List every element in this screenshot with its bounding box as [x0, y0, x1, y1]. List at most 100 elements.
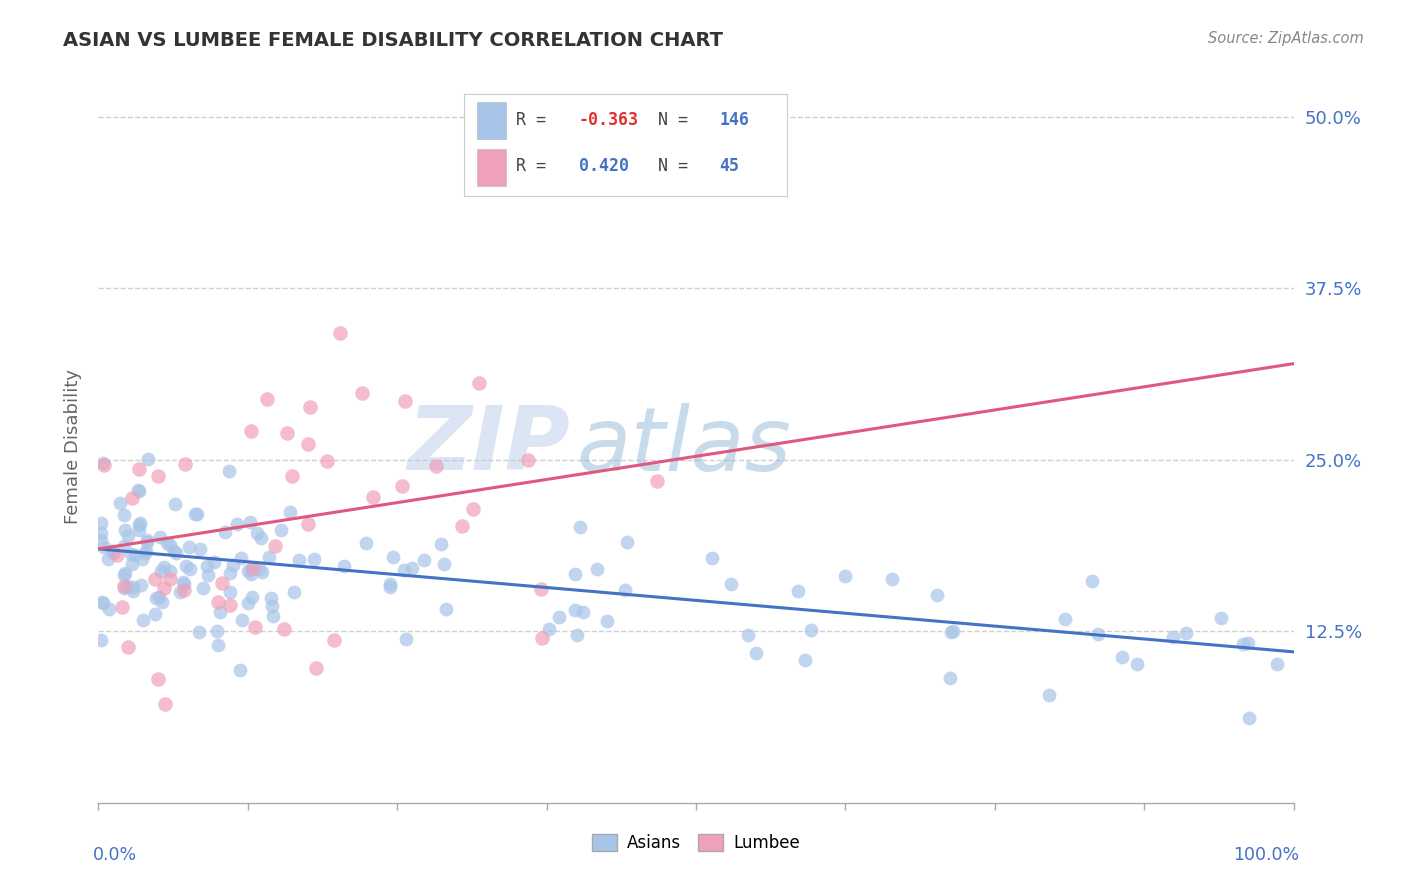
Point	[434, 601, 457, 615]
Point	[129, 516, 152, 530]
Point	[530, 582, 553, 597]
Point	[115, 579, 138, 593]
Point	[538, 622, 561, 636]
Point	[586, 562, 609, 576]
Point	[179, 562, 201, 576]
Point	[218, 464, 240, 478]
Point	[150, 564, 173, 578]
Point	[214, 524, 236, 539]
Point	[148, 673, 170, 687]
Point	[834, 568, 856, 582]
Point	[363, 491, 385, 505]
Point	[1111, 650, 1133, 665]
Point	[114, 523, 136, 537]
Point	[155, 536, 177, 550]
Point	[737, 628, 759, 642]
Point	[517, 453, 540, 467]
Text: 100.0%: 100.0%	[1233, 846, 1299, 863]
Point	[394, 393, 416, 408]
Point	[124, 548, 146, 562]
Point	[97, 552, 120, 566]
Legend: Asians, Lumbee: Asians, Lumbee	[585, 827, 807, 859]
Y-axis label: Female Disability: Female Disability	[63, 368, 82, 524]
Point	[90, 633, 112, 648]
Point	[231, 550, 253, 565]
Text: 45: 45	[720, 157, 740, 175]
Point	[240, 562, 263, 576]
Point	[131, 551, 153, 566]
Point	[329, 326, 352, 341]
Point	[245, 525, 267, 540]
Point	[138, 452, 160, 467]
Point	[412, 553, 434, 567]
Point	[91, 456, 114, 470]
Point	[572, 605, 595, 619]
Point	[1209, 611, 1232, 625]
Point	[942, 624, 965, 639]
Point	[127, 483, 149, 497]
Point	[283, 584, 305, 599]
Point	[128, 518, 150, 533]
Point	[1232, 636, 1254, 650]
Point	[177, 541, 200, 555]
Point	[169, 585, 191, 599]
Point	[250, 531, 273, 545]
Point	[101, 544, 124, 558]
Text: N =: N =	[658, 111, 697, 128]
Point	[565, 627, 588, 641]
Point	[1161, 630, 1184, 644]
Point	[238, 564, 260, 578]
Point	[239, 424, 262, 438]
Point	[159, 572, 181, 586]
Point	[135, 533, 157, 547]
Text: 0.0%: 0.0%	[93, 846, 136, 863]
Point	[174, 457, 197, 471]
Point	[149, 530, 172, 544]
Point	[131, 578, 153, 592]
Point	[219, 598, 242, 612]
Point	[1087, 627, 1109, 641]
Point	[429, 537, 451, 551]
Point	[1237, 635, 1260, 649]
Point	[225, 516, 247, 531]
Point	[939, 671, 962, 685]
Point	[159, 538, 181, 552]
Point	[395, 632, 418, 647]
Point	[205, 624, 228, 638]
Point	[243, 620, 266, 634]
Point	[378, 577, 401, 591]
Point	[108, 496, 131, 510]
Point	[188, 542, 211, 557]
Point	[401, 561, 423, 575]
Point	[298, 400, 321, 414]
Point	[316, 454, 339, 468]
Point	[547, 610, 569, 624]
Point	[174, 559, 197, 574]
Text: N =: N =	[658, 157, 697, 175]
Point	[880, 572, 903, 586]
Point	[468, 376, 491, 391]
Point	[91, 596, 114, 610]
Point	[193, 581, 215, 595]
Point	[596, 614, 619, 628]
Point	[136, 534, 159, 549]
Point	[425, 458, 447, 473]
Point	[451, 519, 474, 533]
Point	[941, 625, 963, 640]
Point	[188, 625, 211, 640]
Point	[613, 583, 636, 598]
Point	[1237, 711, 1260, 725]
Point	[239, 515, 262, 529]
Point	[276, 426, 298, 441]
Point	[184, 507, 207, 521]
Point	[616, 535, 638, 549]
Point	[250, 565, 273, 579]
Point	[240, 566, 263, 581]
Point	[242, 561, 264, 575]
Point	[159, 564, 181, 578]
Point	[260, 591, 283, 606]
Point	[148, 469, 170, 483]
Point	[273, 622, 295, 636]
Point	[173, 582, 195, 597]
Point	[236, 596, 259, 610]
